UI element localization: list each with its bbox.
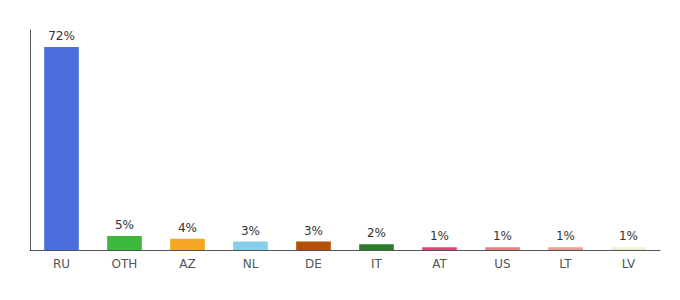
svg-text:2%: 2%: [367, 226, 386, 240]
svg-text:IT: IT: [371, 257, 383, 271]
svg-text:OTH: OTH: [112, 257, 138, 271]
svg-text:1%: 1%: [556, 229, 575, 243]
svg-text:1%: 1%: [430, 229, 449, 243]
svg-text:RU: RU: [53, 257, 70, 271]
svg-text:LT: LT: [559, 257, 572, 271]
svg-text:LV: LV: [622, 257, 636, 271]
svg-text:US: US: [494, 257, 510, 271]
svg-text:DE: DE: [305, 257, 322, 271]
svg-text:72%: 72%: [48, 29, 75, 43]
svg-text:4%: 4%: [178, 221, 197, 235]
svg-text:3%: 3%: [241, 224, 260, 238]
svg-text:1%: 1%: [493, 229, 512, 243]
svg-text:3%: 3%: [304, 224, 323, 238]
svg-text:NL: NL: [243, 257, 259, 271]
svg-text:5%: 5%: [115, 218, 134, 232]
svg-text:AZ: AZ: [179, 257, 195, 271]
svg-text:AT: AT: [432, 257, 447, 271]
svg-text:1%: 1%: [619, 229, 638, 243]
